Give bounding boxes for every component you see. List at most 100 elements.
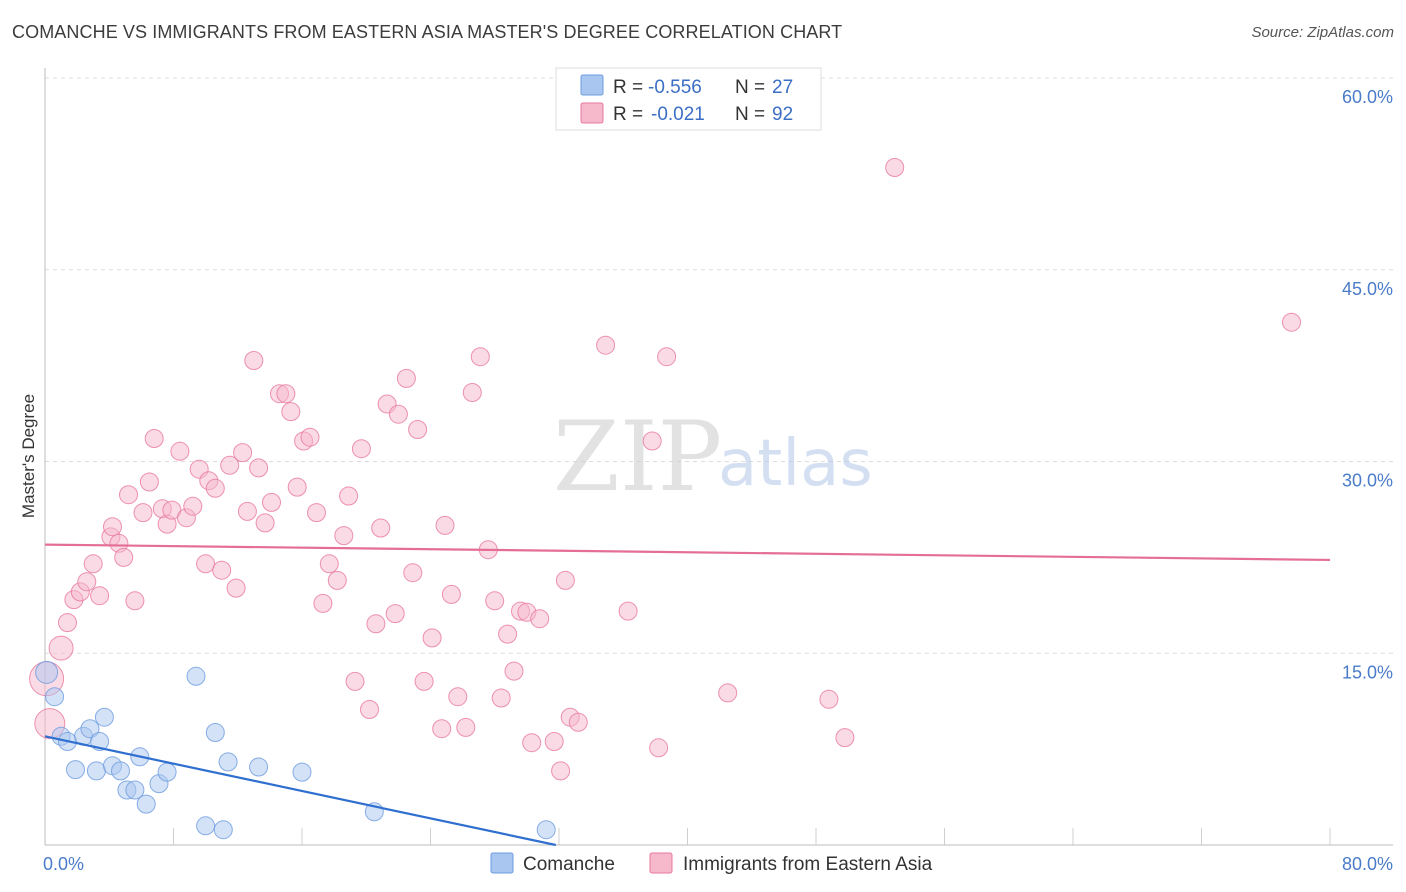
immigrants-point (835, 728, 855, 748)
immigrants-point (287, 477, 307, 497)
immigrants-point (281, 402, 301, 422)
immigrants-point (642, 431, 662, 451)
immigrants-point (360, 700, 379, 719)
comanche-point (196, 816, 216, 836)
legend-r-value: -0.021 (651, 104, 705, 125)
immigrants-point (276, 384, 296, 404)
immigrants-point (114, 547, 134, 567)
immigrants-point (596, 335, 616, 355)
immigrants-point (133, 503, 153, 523)
immigrants-point (351, 439, 371, 459)
immigrants-point (522, 733, 542, 753)
immigrants-point (649, 738, 669, 758)
immigrants-point (237, 501, 257, 521)
y-tick-label: 30.0% (1342, 471, 1393, 491)
watermark: ZIP atlas (553, 401, 873, 513)
y-tick-label: 60.0% (1342, 87, 1393, 107)
immigrants-point (345, 671, 365, 691)
immigrants-point (657, 347, 677, 367)
immigrants-point (103, 517, 122, 537)
comanche-point (186, 666, 206, 686)
comanche-point (111, 761, 130, 781)
immigrants-point (249, 458, 269, 478)
comanche-point (157, 762, 177, 782)
immigrants-point (334, 526, 354, 546)
immigrants-point (313, 593, 333, 613)
immigrants-point (58, 613, 77, 633)
immigrants-point (544, 732, 564, 751)
legend-swatch-comanche (580, 74, 604, 96)
immigrants-trend-line (44, 543, 1331, 562)
legend-bottom: Comanche Immigrants from Eastern Asia (490, 852, 933, 875)
immigrants-point (432, 719, 452, 739)
legend-r-label: R = (613, 77, 643, 98)
comanche-point (213, 820, 233, 840)
immigrants-point (212, 560, 232, 580)
immigrants-point (371, 518, 391, 538)
comanche-point (205, 723, 225, 742)
immigrants-point (435, 515, 455, 535)
immigrants-point (885, 158, 905, 177)
chart-title: COMANCHE VS IMMIGRANTS FROM EASTERN ASIA… (12, 22, 843, 42)
data-points (29, 158, 1301, 840)
immigrants-point (255, 513, 275, 533)
immigrants-point (403, 563, 423, 583)
immigrants-point (568, 712, 588, 732)
comanche-point (136, 794, 156, 814)
immigrants-point (262, 492, 281, 512)
immigrants-point (205, 478, 225, 498)
legend-bottom-label-comanche: Comanche (523, 854, 615, 875)
immigrants-point (170, 441, 190, 461)
immigrants-point (504, 661, 524, 681)
immigrants-point (462, 383, 482, 402)
immigrants-point (226, 578, 246, 598)
immigrants-point (485, 591, 505, 611)
comanche-point (249, 757, 269, 777)
immigrants-point (498, 624, 518, 644)
comanche-point (35, 660, 59, 684)
legend-n-value: 92 (772, 104, 793, 125)
trend-lines (44, 543, 1331, 847)
immigrants-point (48, 635, 74, 661)
gridlines (45, 77, 1393, 845)
immigrants-point (90, 586, 110, 606)
immigrants-point (196, 554, 216, 574)
legend-swatch-immigrants (580, 102, 604, 124)
comanche-point (66, 760, 85, 780)
y-tick-label: 15.0% (1342, 662, 1393, 682)
y-axis-label: Master's Degree (19, 394, 38, 518)
tick-labels: 15.0% 30.0% 45.0% 60.0% 0.0% 80.0% (43, 87, 1393, 874)
x-tick-label: 0.0% (43, 854, 84, 874)
comanche-point (292, 762, 312, 782)
immigrants-point (144, 429, 164, 448)
immigrants-point (83, 554, 103, 574)
immigrants-point (385, 604, 405, 624)
immigrants-point (491, 688, 511, 708)
watermark-atlas: atlas (718, 427, 873, 501)
comanche-point (125, 780, 145, 800)
immigrants-point (244, 351, 264, 370)
immigrants-point (125, 591, 145, 611)
immigrants-point (300, 427, 320, 447)
watermark-zip: ZIP (553, 401, 722, 513)
immigrants-point (408, 420, 428, 439)
immigrants-point (819, 689, 839, 709)
immigrants-point (718, 683, 738, 703)
legend-r-label: R = (613, 104, 643, 125)
comanche-point (218, 752, 238, 772)
legend-r-value: -0.556 (648, 77, 702, 98)
immigrants-point (339, 486, 359, 506)
legend-top: R = -0.556 N = 27 R = -0.021 N = 92 (555, 67, 822, 131)
immigrants-point (327, 570, 347, 590)
immigrants-point (530, 609, 550, 629)
comanche-point (80, 719, 100, 739)
immigrants-point (388, 404, 408, 424)
immigrants-point (414, 671, 434, 691)
immigrants-point (555, 570, 575, 590)
legend-n-label: N = (735, 77, 765, 98)
immigrants-point (1282, 312, 1301, 332)
immigrants-point (618, 601, 638, 621)
immigrants-point (441, 584, 461, 604)
immigrants-point (220, 455, 240, 475)
